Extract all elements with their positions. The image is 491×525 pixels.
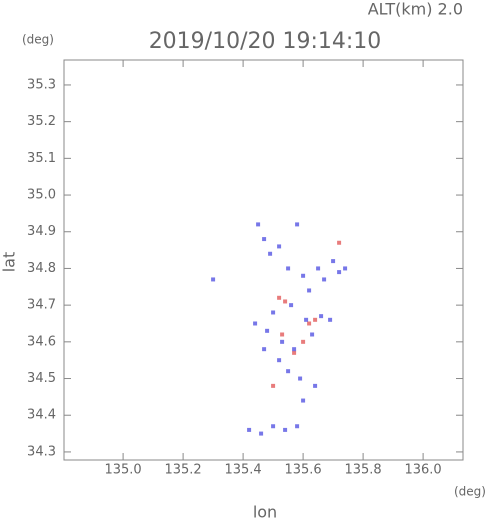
radar-echo — [331, 259, 336, 264]
radar-echo — [301, 273, 306, 278]
x-axis-label: lon — [253, 503, 277, 522]
radar-echo — [280, 332, 285, 337]
radar-echo — [271, 383, 276, 388]
radar-echo — [259, 431, 264, 436]
x-tick-label: 135.4 — [224, 463, 261, 478]
radar-echo — [211, 277, 216, 282]
radar-echo — [292, 350, 297, 355]
y-tick-label: 34.8 — [27, 261, 56, 276]
x-tick-label: 135.2 — [164, 463, 201, 478]
radar-echo — [337, 240, 342, 245]
radar-echo — [262, 237, 267, 242]
radar-echo — [271, 424, 276, 429]
x-tick-label: 135.0 — [104, 463, 141, 478]
x-tick-label: 135.6 — [284, 463, 321, 478]
altitude-label: ALT(km) 2.0 — [368, 0, 463, 19]
y-tick-label: 34.7 — [27, 298, 56, 313]
radar-echo — [286, 369, 291, 374]
radar-echo — [322, 277, 327, 282]
y-tick-label: 34.9 — [27, 224, 56, 239]
radar-echo — [265, 328, 270, 333]
radar-echo — [313, 317, 318, 322]
radar-echo — [262, 347, 267, 352]
y-tick-label: 34.4 — [27, 408, 56, 423]
radar-echo — [301, 339, 306, 344]
y-tick-label: 35.0 — [27, 188, 56, 203]
x-tick-label: 136.0 — [404, 463, 441, 478]
y-tick-label: 34.5 — [27, 371, 56, 386]
radar-echo — [337, 270, 342, 275]
y-tick-label: 35.2 — [27, 114, 56, 129]
radar-echo — [277, 244, 282, 249]
radar-echo — [328, 317, 333, 322]
radar-echo — [301, 398, 306, 403]
x-unit: (deg) — [454, 485, 486, 499]
radar-echo — [316, 266, 321, 271]
y-axis-label: lat — [0, 252, 19, 273]
radar-echo — [271, 310, 276, 315]
radar-echo — [268, 251, 273, 256]
radar-echo — [280, 339, 285, 344]
radar-echo — [298, 376, 303, 381]
radar-echo — [286, 266, 291, 271]
radar-echo — [310, 332, 315, 337]
radar-echo — [277, 358, 282, 363]
y-tick-label: 34.3 — [27, 444, 56, 459]
radar-echo — [295, 424, 300, 429]
plot-frame — [63, 59, 464, 461]
radar-echo — [313, 383, 318, 388]
radar-echo — [247, 427, 252, 432]
radar-echo — [319, 314, 324, 319]
radar-echo — [292, 347, 297, 352]
radar-echo — [283, 427, 288, 432]
radar-echo — [307, 321, 312, 326]
radar-echo — [277, 295, 282, 300]
radar-echo — [256, 222, 261, 227]
y-unit: (deg) — [22, 33, 54, 47]
chart-title: 2019/10/20 19:14:10 — [149, 29, 382, 54]
radar-echo — [307, 288, 312, 293]
radar-echo — [253, 321, 258, 326]
radar-echo — [343, 266, 348, 271]
y-tick-label: 34.6 — [27, 334, 56, 349]
radar-echo — [304, 317, 309, 322]
radar-echo — [289, 303, 294, 308]
x-tick-label: 135.8 — [344, 463, 381, 478]
y-tick-label: 35.3 — [27, 77, 56, 92]
y-tick-label: 35.1 — [27, 151, 56, 166]
radar-echo — [295, 222, 300, 227]
radar-echo — [283, 299, 288, 304]
